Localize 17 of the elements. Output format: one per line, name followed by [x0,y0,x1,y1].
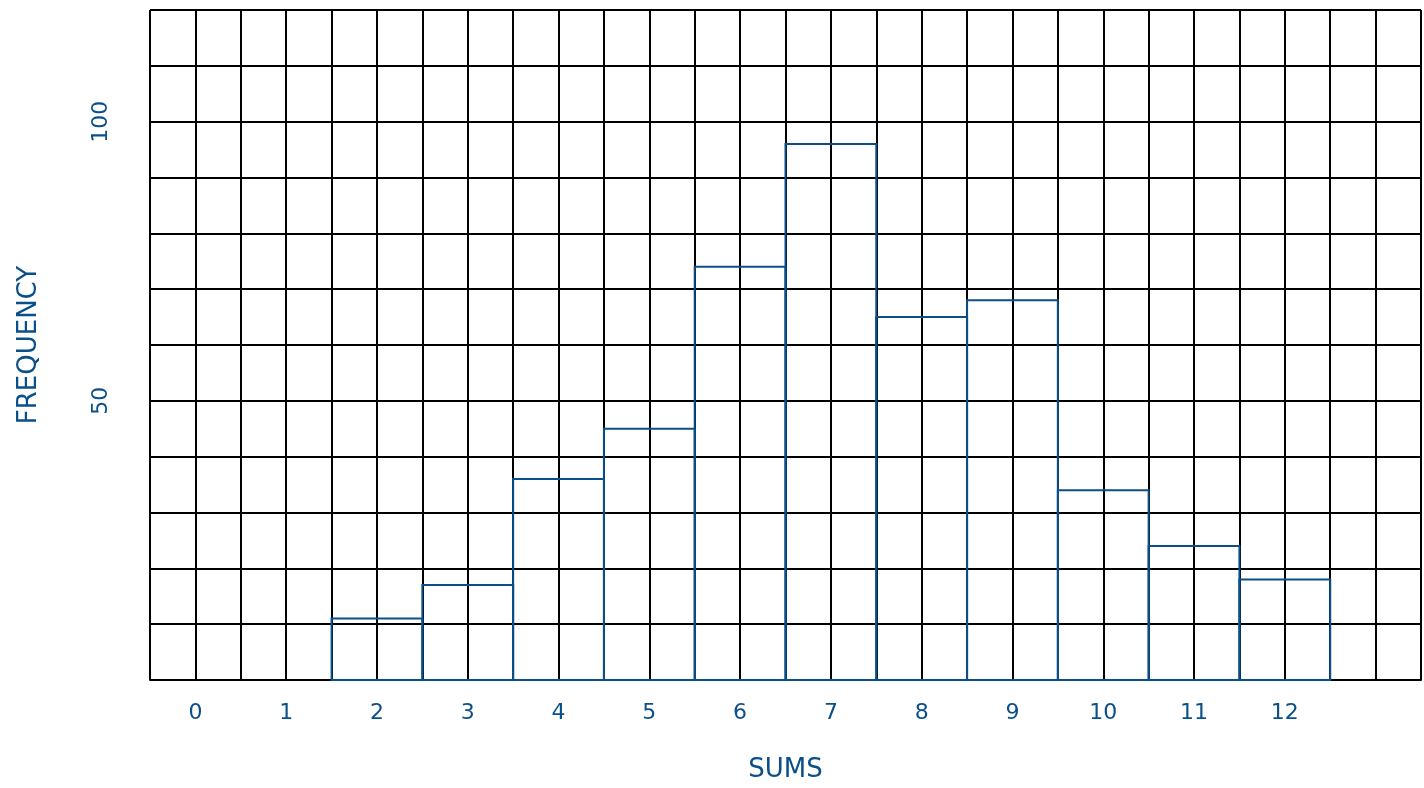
x-tick-label: 10 [1089,698,1118,724]
x-tick-label: 11 [1180,698,1209,724]
x-tick-label: 5 [642,698,657,724]
x-tick-label: 6 [733,698,748,724]
x-tick-label: 0 [188,698,203,724]
x-tick-label: 2 [369,698,384,724]
x-tick-label: 1 [279,698,294,724]
x-axis-title: SUMS [748,753,823,783]
y-tick-label: 50 [86,386,112,415]
x-tick-label: 7 [823,698,838,724]
y-axis-title: FREQUENCY [12,265,42,425]
x-tick-label: 4 [551,698,566,724]
x-tick-label: 8 [914,698,929,724]
y-tick-label: 100 [86,100,112,143]
x-tick-label: 12 [1270,698,1299,724]
x-tick-label: 9 [1005,698,1020,724]
x-tick-label: 3 [460,698,475,724]
